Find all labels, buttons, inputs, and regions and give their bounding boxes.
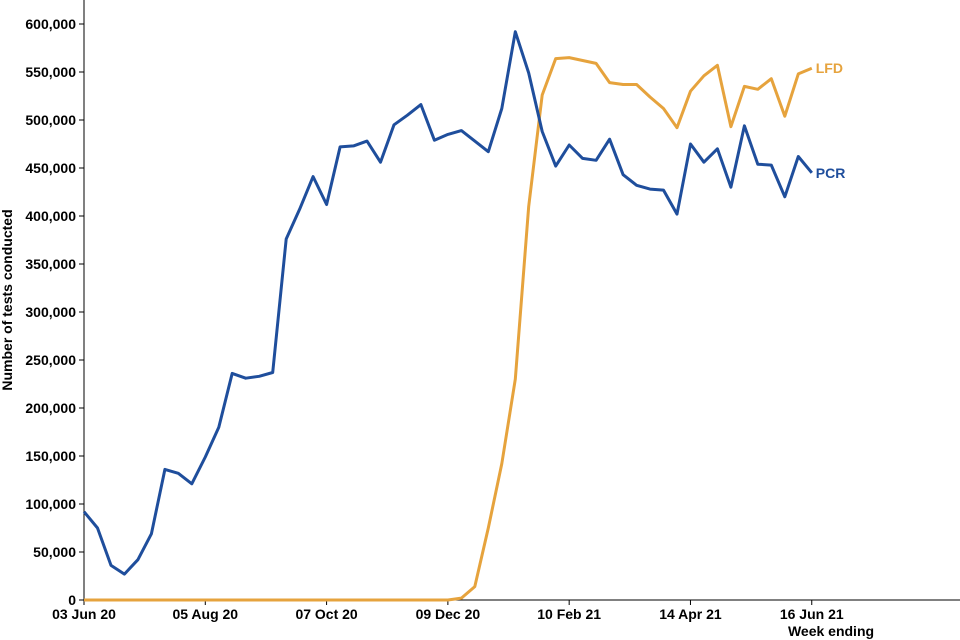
series-line-lfd: [84, 56, 813, 602]
series-labels: PCR LFD: [816, 60, 846, 181]
x-tick-label: 14 Apr 21: [659, 606, 722, 622]
x-tick-label: 03 Jun 20: [52, 606, 116, 622]
series-lines: [82, 30, 813, 602]
y-tick-label: 300,000: [25, 304, 76, 320]
x-tick-label: 05 Aug 20: [172, 606, 238, 622]
series-label-pcr: PCR: [816, 165, 846, 181]
y-axis-title: Number of tests conducted: [0, 209, 15, 390]
y-tick-label: 350,000: [25, 256, 76, 272]
y-tick-label: 150,000: [25, 448, 76, 464]
y-tick-label: 200,000: [25, 400, 76, 416]
y-tick-label: 500,000: [25, 112, 76, 128]
x-axis-ticks: 03 Jun 20 05 Aug 20 07 Oct 20 09 Dec 20 10 F…: [52, 600, 844, 622]
y-axis-ticks: 0 50,000 100,000 150,000 200,000 250,000 300,0…: [25, 16, 84, 608]
y-tick-label: 100,000: [25, 496, 76, 512]
y-tick-label: 550,000: [25, 64, 76, 80]
x-tick-label: 10 Feb 21: [537, 606, 601, 622]
series-line-pcr: [82, 30, 813, 576]
y-tick-label: 50,000: [33, 544, 76, 560]
y-tick-label: 400,000: [25, 208, 76, 224]
x-tick-label: 09 Dec 20: [416, 606, 481, 622]
y-tick-label: 450,000: [25, 160, 76, 176]
x-tick-label: 07 Oct 20: [295, 606, 357, 622]
y-tick-label: 0: [68, 592, 76, 608]
y-tick-label: 250,000: [25, 352, 76, 368]
y-tick-label: 600,000: [25, 16, 76, 32]
x-axis-title: Week ending: [788, 623, 874, 639]
x-tick-label: 16 Jun 21: [780, 606, 844, 622]
series-label-lfd: LFD: [816, 60, 843, 76]
